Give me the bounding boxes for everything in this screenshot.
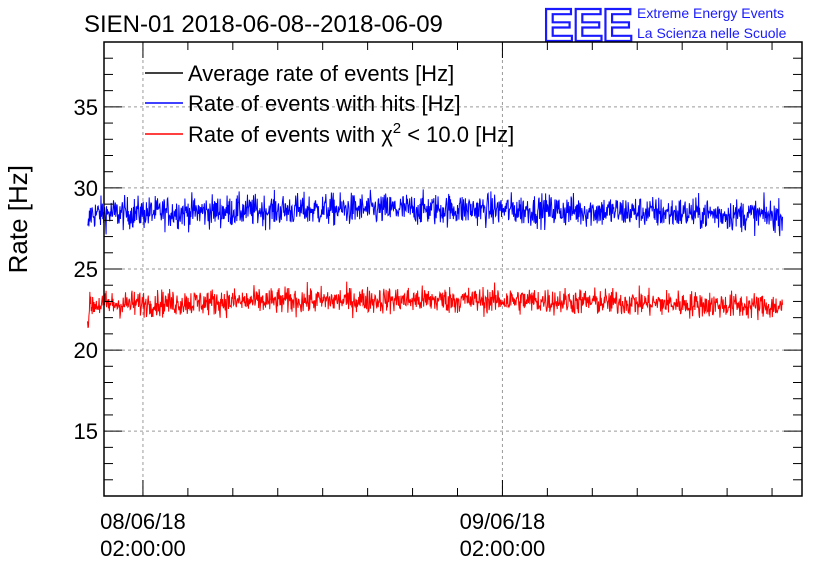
- legend-label-0: Average rate of events [Hz]: [188, 61, 454, 86]
- y-axis-ticks: 15 20 25 30 35: [74, 41, 802, 497]
- series-layer: [87, 189, 784, 328]
- legend-label-2: Rate of events with χ2 < 10.0 [Hz]: [188, 120, 514, 147]
- eee-logo-line2: La Scienza nelle Scuole: [637, 25, 787, 41]
- eee-logo-line1: Extreme Energy Events: [637, 5, 784, 21]
- x-tick-date: 09/06/18: [460, 509, 546, 534]
- grid-lines: [104, 42, 802, 496]
- eee-logo-mark: EEE: [543, 0, 632, 51]
- series-line-2: [87, 281, 784, 328]
- y-axis-label: Rate [Hz]: [3, 165, 33, 273]
- y-tick-label: 25: [74, 257, 98, 282]
- legend: Average rate of events [Hz] Rate of event…: [145, 61, 514, 147]
- eee-logo: EEE Extreme Energy Events La Scienza nel…: [542, 0, 787, 52]
- x-tick-time: 02:00:00: [460, 536, 546, 561]
- x-tick-time: 02:00:00: [100, 536, 186, 561]
- y-tick-label: 35: [74, 95, 98, 120]
- series-line-1: [87, 189, 784, 237]
- x-tick-date: 08/06/18: [100, 509, 186, 534]
- y-tick-label: 30: [74, 176, 98, 201]
- legend-label-1: Rate of events with hits [Hz]: [188, 91, 461, 116]
- y-tick-label: 15: [74, 419, 98, 444]
- chart-title: SIEN-01 2018-06-08--2018-06-09: [84, 11, 443, 38]
- y-tick-label: 20: [74, 338, 98, 363]
